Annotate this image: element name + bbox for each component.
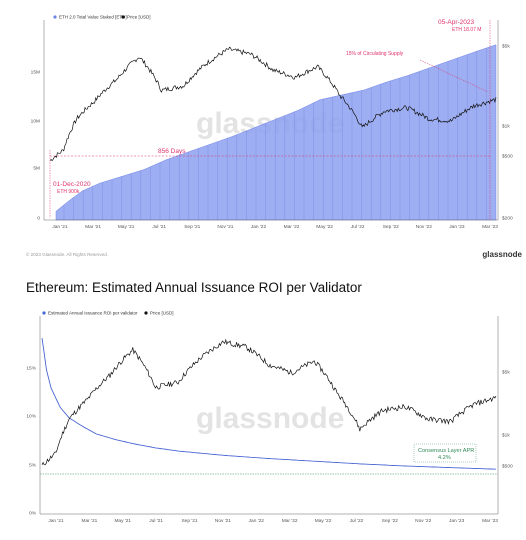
- chart2-title: Ethereum: Estimated Annual Issuance ROI …: [26, 280, 362, 295]
- x-tick-label: Jul '21: [152, 224, 166, 230]
- legend: Estimated Annual Issuance ROI per valida…: [42, 311, 174, 316]
- staked-bars: [63, 47, 487, 220]
- x-tick-label: Jan '22: [251, 224, 267, 230]
- apr-value: 4.2%: [438, 455, 451, 461]
- supply-pointer: [419, 59, 489, 93]
- x-tick-label: May '21: [118, 224, 135, 230]
- y-left-tick-label: 15M: [31, 70, 40, 76]
- footer: © 2023 Glassnode. All Rights Reserved. g…: [26, 250, 522, 262]
- x-tick-label: Nov '22: [416, 224, 432, 230]
- y-right-tick-label: $200: [502, 216, 513, 222]
- y-left-tick-label: 0: [37, 216, 40, 222]
- staked-area-path: [55, 44, 497, 221]
- y-left-ticks: 15% 10% 5% 0%: [26, 366, 36, 517]
- staked-chart-svg: ETH 2.0 Total Value Staked [ETH] Price […: [31, 15, 513, 230]
- roi-path: [41, 337, 497, 470]
- x-ticks: Jan '21 Mar '21 May '21 Jul '21 Sep '21 Nov '…: [52, 224, 498, 230]
- roi-chart: Estimated Annual Issuance ROI per valida…: [0, 276, 526, 540]
- legend-swatch-roi: [42, 311, 46, 315]
- staked-area: [55, 44, 497, 221]
- y-left-tick-label: 5%: [29, 463, 37, 469]
- staked-chart: ETH 2.0 Total Value Staked [ETH] Price […: [0, 0, 526, 248]
- roi-chart-svg: Estimated Annual Issuance ROI per valida…: [26, 311, 513, 524]
- x-ticks: Jan '21 Mar '21 May '21 Jul '21 Sep '21 Nov '…: [48, 518, 498, 524]
- y-left-tick-label: 10%: [26, 414, 36, 420]
- days-label: 856 Days: [158, 148, 186, 155]
- x-tick-label: Mar '22: [282, 518, 298, 524]
- legend-swatch-price: [121, 15, 125, 19]
- x-tick-label: Sep '22: [382, 518, 398, 524]
- x-tick-label: Jan '23: [449, 518, 465, 524]
- x-tick-label: Mar '21: [85, 224, 101, 230]
- supply-label: 15% of Circulating Supply: [346, 51, 404, 57]
- x-tick-label: Jul '22: [351, 224, 365, 230]
- start-date-label: 01-Dec-2020: [53, 181, 91, 188]
- x-tick-label: Mar '21: [81, 518, 97, 524]
- legend-swatch-price: [144, 311, 148, 315]
- x-tick-label: Jan '22: [249, 518, 265, 524]
- end-value-label: ETH 18.07 M: [452, 27, 481, 33]
- y-right-tick-label: $500: [502, 154, 513, 160]
- y-right-tick-label: $5k: [502, 370, 510, 376]
- y-right-tick-label: $1k: [502, 433, 510, 439]
- y-left-tick-label: 15%: [26, 366, 36, 372]
- price-path: [41, 338, 497, 466]
- watermark: glassnode: [196, 402, 344, 435]
- x-tick-label: Mar '23: [482, 224, 498, 230]
- y-left-tick-label: 5M: [33, 166, 40, 172]
- x-tick-label: May '22: [316, 224, 333, 230]
- y-left-tick-label: 0%: [29, 511, 37, 517]
- y-left-tick-label: 10M: [31, 119, 40, 125]
- y-right-ticks: $5k $1k $500 $200: [502, 44, 513, 222]
- x-tick-label: Nov '21: [217, 224, 233, 230]
- y-left-ticks: 15M 10M 5M 0: [31, 70, 41, 222]
- y-right-tick-label: $5k: [502, 44, 510, 50]
- x-tick-label: Mar '22: [284, 224, 300, 230]
- x-tick-label: Nov '21: [215, 518, 231, 524]
- legend-label-price: Price [USD]: [127, 15, 151, 20]
- x-tick-label: Jan '21: [52, 224, 68, 230]
- price-line: [41, 338, 497, 466]
- y-right-tick-label: $1k: [502, 124, 510, 130]
- legend-label-staked: ETH 2.0 Total Value Staked [ETH]: [59, 15, 127, 20]
- end-date-label: 05-Apr-2023: [438, 19, 475, 26]
- y-right-ticks: $5k $1k $500: [502, 370, 513, 470]
- x-tick-label: Sep '22: [383, 224, 399, 230]
- x-tick-label: Jan '23: [449, 224, 465, 230]
- x-tick-label: Sep '21: [184, 224, 200, 230]
- brand-logo: glassnode: [482, 250, 522, 259]
- apr-label: Consensus Layer APR: [418, 448, 474, 454]
- x-tick-label: Jul '21: [149, 518, 163, 524]
- price-line: [49, 46, 497, 162]
- legend: ETH 2.0 Total Value Staked [ETH] Price […: [53, 15, 151, 20]
- x-tick-label: Mar '23: [482, 518, 498, 524]
- x-tick-label: Jul '22: [350, 518, 364, 524]
- legend-swatch-staked: [53, 15, 57, 19]
- price-path: [49, 46, 497, 162]
- legend-label-price: Price [USD]: [150, 311, 174, 316]
- x-tick-label: Sep '21: [181, 518, 197, 524]
- x-tick-label: May '21: [114, 518, 131, 524]
- copyright: © 2023 Glassnode. All Rights Reserved.: [26, 252, 109, 257]
- roi-line: [41, 337, 497, 470]
- x-tick-label: May '22: [315, 518, 332, 524]
- apr-box: [413, 443, 477, 463]
- start-value-label: ETH 900k: [57, 189, 80, 195]
- y-right-tick-label: $500: [502, 464, 513, 470]
- x-tick-label: Nov '22: [415, 518, 431, 524]
- x-tick-label: Jan '21: [48, 518, 64, 524]
- legend-label-roi: Estimated Annual Issuance ROI per valida…: [48, 311, 138, 316]
